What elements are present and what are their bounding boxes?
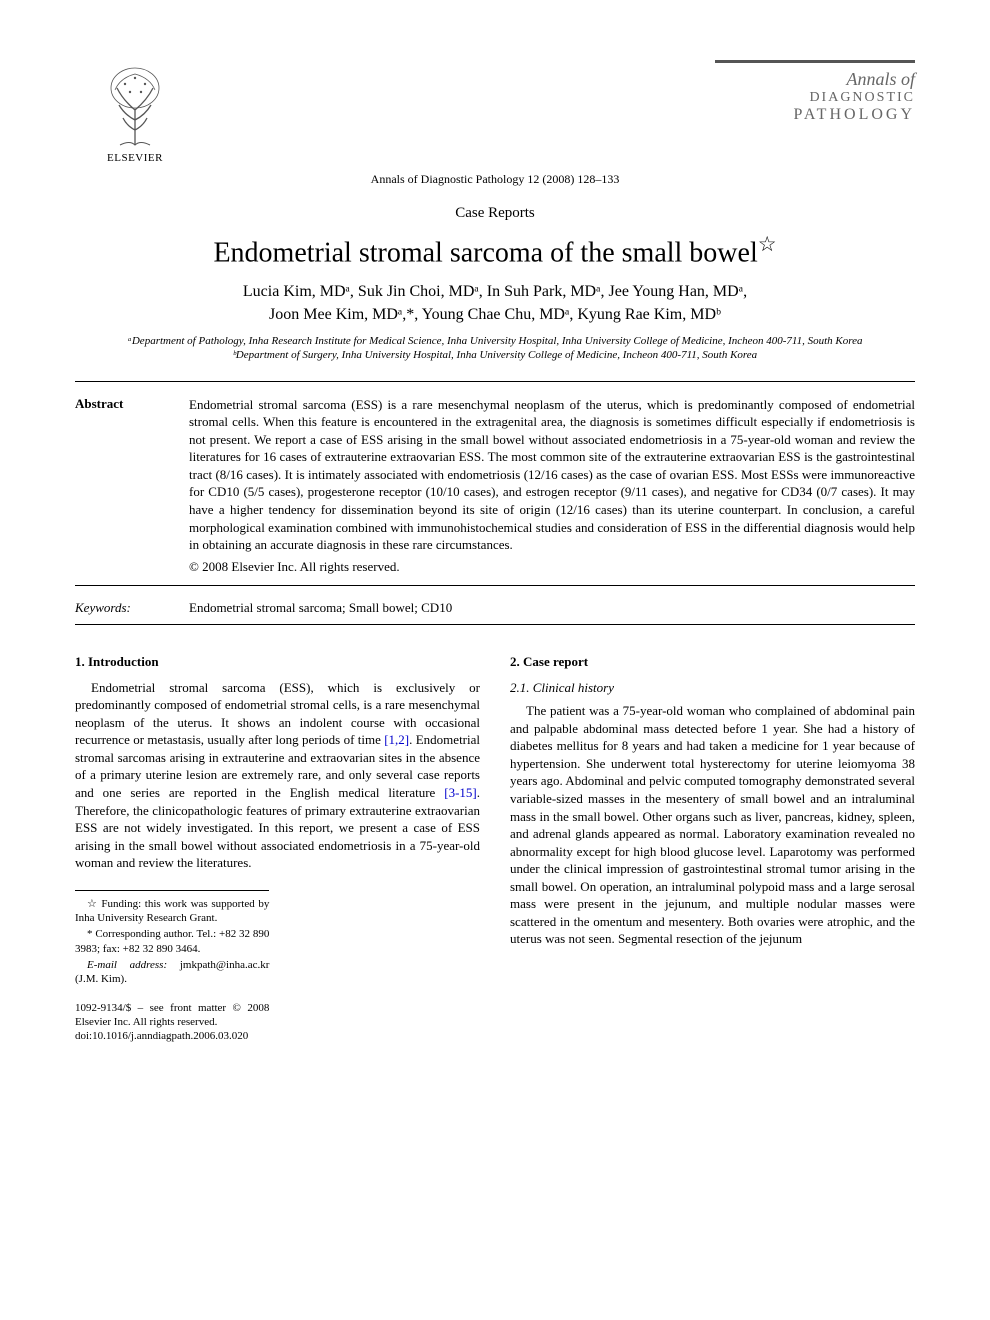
left-column: 1. Introduction Endometrial stromal sarc… (75, 653, 480, 1043)
section-1-heading: 1. Introduction (75, 653, 480, 671)
title-text: Endometrial stromal sarcoma of the small… (213, 237, 757, 268)
citation-line: Annals of Diagnostic Pathology 12 (2008)… (75, 172, 915, 187)
case-report-paragraph: The patient was a 75-year-old woman who … (510, 702, 915, 948)
body-columns: 1. Introduction Endometrial stromal sarc… (75, 653, 915, 1043)
article-type: Case Reports (75, 205, 915, 222)
journal-name-line2: DIAGNOSTIC (715, 90, 915, 106)
author-list: Lucia Kim, MDᵃ, Suk Jin Choi, MDᵃ, In Su… (75, 281, 915, 326)
abstract-text: Endometrial stromal sarcoma (ESS) is a r… (189, 396, 915, 575)
keywords-text: Endometrial stromal sarcoma; Small bowel… (189, 600, 452, 616)
email-label: E-mail address: (87, 959, 167, 971)
bottom-meta: 1092-9134/$ – see front matter © 2008 El… (75, 1001, 269, 1044)
email-footnote: E-mail address: jmkpath@inha.ac.kr (J.M.… (75, 958, 269, 987)
journal-title-block: Annals of DIAGNOSTIC PATHOLOGY (715, 60, 915, 124)
abstract-block: Abstract Endometrial stromal sarcoma (ES… (75, 381, 915, 586)
issn-line: 1092-9134/$ – see front matter © 2008 El… (75, 1001, 269, 1030)
section-2-1-heading: 2.1. Clinical history (510, 679, 915, 697)
publisher-name: ELSEVIER (107, 152, 163, 164)
journal-name-line3: PATHOLOGY (715, 106, 915, 124)
keywords-row: Keywords: Endometrial stromal sarcoma; S… (75, 592, 915, 625)
article-title: Endometrial stromal sarcoma of the small… (75, 232, 915, 269)
doi-line: doi:10.1016/j.anndiagpath.2006.03.020 (75, 1029, 269, 1043)
corresponding-author-footnote: * Corresponding author. Tel.: +82 32 890… (75, 927, 269, 956)
abstract-label: Abstract (75, 396, 165, 575)
authors-line-1: Lucia Kim, MDᵃ, Suk Jin Choi, MDᵃ, In Su… (75, 281, 915, 303)
abstract-body: Endometrial stromal sarcoma (ESS) is a r… (189, 397, 915, 552)
affiliation-b: ᵇDepartment of Surgery, Inha University … (75, 348, 915, 362)
intro-paragraph: Endometrial stromal sarcoma (ESS), which… (75, 679, 480, 872)
ref-link-1-2[interactable]: [1,2] (384, 732, 409, 747)
footnotes: ☆ Funding: this work was supported by In… (75, 890, 269, 987)
title-note-marker: ☆ (758, 232, 777, 256)
section-2-heading: 2. Case report (510, 653, 915, 671)
funding-footnote: ☆ Funding: this work was supported by In… (75, 897, 269, 926)
keywords-label: Keywords: (75, 600, 165, 616)
right-column: 2. Case report 2.1. Clinical history The… (510, 653, 915, 1043)
elsevier-tree-icon (95, 60, 175, 150)
publisher-block: ELSEVIER (75, 60, 195, 164)
authors-line-2: Joon Mee Kim, MDᵃ,*, Young Chae Chu, MDᵃ… (75, 304, 915, 326)
abstract-copyright: © 2008 Elsevier Inc. All rights reserved… (189, 558, 915, 576)
ref-link-3-15[interactable]: [3-15] (444, 785, 477, 800)
page-header: ELSEVIER Annals of DIAGNOSTIC PATHOLOGY (75, 60, 915, 164)
affiliation-a: ᵃDepartment of Pathology, Inha Research … (75, 334, 915, 348)
journal-name-line1: Annals of (715, 69, 915, 90)
affiliations: ᵃDepartment of Pathology, Inha Research … (75, 334, 915, 363)
